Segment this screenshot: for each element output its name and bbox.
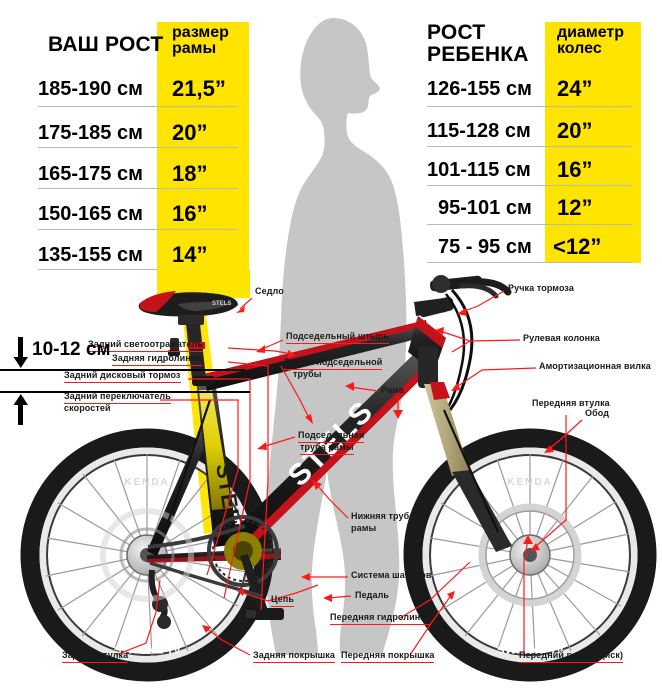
table-row: 101-115 см [427, 159, 531, 181]
standover-line-lower [0, 391, 250, 393]
left-table-header-size-line1: размер [172, 24, 229, 41]
table-rule [38, 147, 238, 148]
table-rule [427, 106, 632, 107]
callout-rear-disc-brake: Задний дисковый тормоз [64, 370, 181, 383]
right-table-header-size-line2: колес [557, 40, 602, 57]
callout-brake-lever: Ручка тормоза [508, 283, 574, 293]
hydraulic-lines [166, 399, 500, 533]
callout-rear-hydro-line: Задняя гидролиния [112, 353, 202, 366]
callout-saddle: Седло [255, 286, 284, 296]
callout-headset: Рулевая колонка [523, 333, 600, 343]
callout-front-tire: Передняя покрышка [341, 650, 435, 663]
left-table-header-height: ВАШ РОСТ [48, 33, 164, 56]
table-row: 20” [172, 120, 208, 145]
callout-seat-tube-line2: труба рамы [300, 442, 354, 455]
table-row: <12” [553, 234, 602, 259]
callout-rear-derailleur-line1: Задний переключатель [64, 391, 171, 404]
callout-rear-tire: Задняя покрышка [253, 650, 335, 663]
standover-arrow-up [13, 394, 28, 425]
table-row: 18” [172, 161, 208, 186]
table-rule [427, 224, 632, 225]
callout-chain: Цепь [271, 594, 295, 607]
table-rule [38, 229, 238, 230]
right-table-header-height-line1: РОСТ [427, 21, 486, 44]
wheel-size-column-highlight [545, 22, 641, 263]
child-wheel-diameter-table: РОСТ РЕБЕНКА диаметр колес 126-155 см 24… [420, 0, 662, 280]
handlebar-cockpit [414, 275, 512, 415]
table-row: 24” [557, 76, 593, 101]
callout-down-tube-line2: рамы [351, 523, 377, 533]
table-rule [427, 146, 632, 147]
callout-rear-reflector: Задний светоотражатель [88, 339, 203, 352]
table-rule [427, 185, 632, 186]
table-row: 14” [172, 242, 208, 267]
callout-seat-clamp-line1: Зажим подседельной [284, 357, 383, 370]
svg-text:KENDA: KENDA [124, 477, 170, 488]
callout-seatpost: Подседельный штырь [286, 331, 390, 344]
callout-rear-derailleur-line2: скоростей [64, 403, 111, 413]
table-rule [427, 262, 632, 263]
right-table-header-size-line1: диаметр [557, 24, 625, 41]
table-row: 185-190 см [38, 78, 143, 100]
standover-line-upper [0, 369, 245, 371]
standover-arrow-down [13, 337, 28, 368]
callout-suspension-fork: Амортизационная вилка [539, 361, 651, 371]
table-row: 175-185 см [38, 122, 143, 144]
callout-front-rotor: Передний ротор (диск) [519, 650, 624, 663]
table-row: 16” [172, 201, 208, 226]
svg-text:ALEXRIMS: ALEXRIMS [496, 643, 564, 655]
callout-front-hydro-line: Передняя гидролиния [330, 612, 432, 625]
table-row: 135-155 см [38, 244, 143, 266]
table-row: 165-175 см [38, 163, 143, 185]
callout-pedal: Педаль [355, 590, 390, 600]
callout-rear-hub: Задняя втулка [62, 650, 129, 663]
frame-size-column-highlight [157, 22, 249, 269]
adult-frame-size-table: ВАШ РОСТ размер рамы 185-190 см 21,5” 17… [0, 0, 250, 280]
table-row: 12” [557, 195, 593, 220]
svg-text:STELS: STELS [212, 301, 231, 307]
table-rule [38, 106, 238, 107]
table-row: 150-165 см [38, 203, 143, 225]
table-row: 95-101 см [438, 197, 532, 219]
svg-text:KENDA: KENDA [507, 477, 553, 488]
bicycle-illustration: ALEXRIMS KENDA ALEXRI [20, 269, 657, 682]
callout-front-hub: Передняя втулка [532, 398, 610, 408]
table-row: 75 - 95 см [438, 236, 532, 258]
drivetrain [100, 508, 284, 629]
standover-measurement-label: 10-12 см [32, 339, 111, 360]
svg-text:ALEXRIMS: ALEXRIMS [113, 643, 181, 655]
table-row: 21,5” [172, 76, 226, 101]
table-rule [38, 188, 238, 189]
table-rule [38, 269, 238, 270]
left-table-header-size-line2: рамы [172, 40, 217, 57]
callout-rim: Обод [585, 408, 610, 418]
callout-down-tube-line1: Нижняя труба [351, 511, 415, 521]
table-row: 115-128 см [427, 120, 531, 142]
callout-frame: Рама [381, 385, 404, 395]
callout-seat-tube-line1: Подседельная [298, 430, 365, 443]
callout-crankset: Система шатунов [351, 570, 432, 580]
table-row: 20” [557, 118, 593, 143]
right-table-header-height-line2: РЕБЕНКА [427, 43, 529, 66]
table-row: 16” [557, 157, 593, 182]
table-row: 126-155 см [427, 78, 532, 100]
callout-seat-clamp-line2: трубы [293, 369, 322, 379]
